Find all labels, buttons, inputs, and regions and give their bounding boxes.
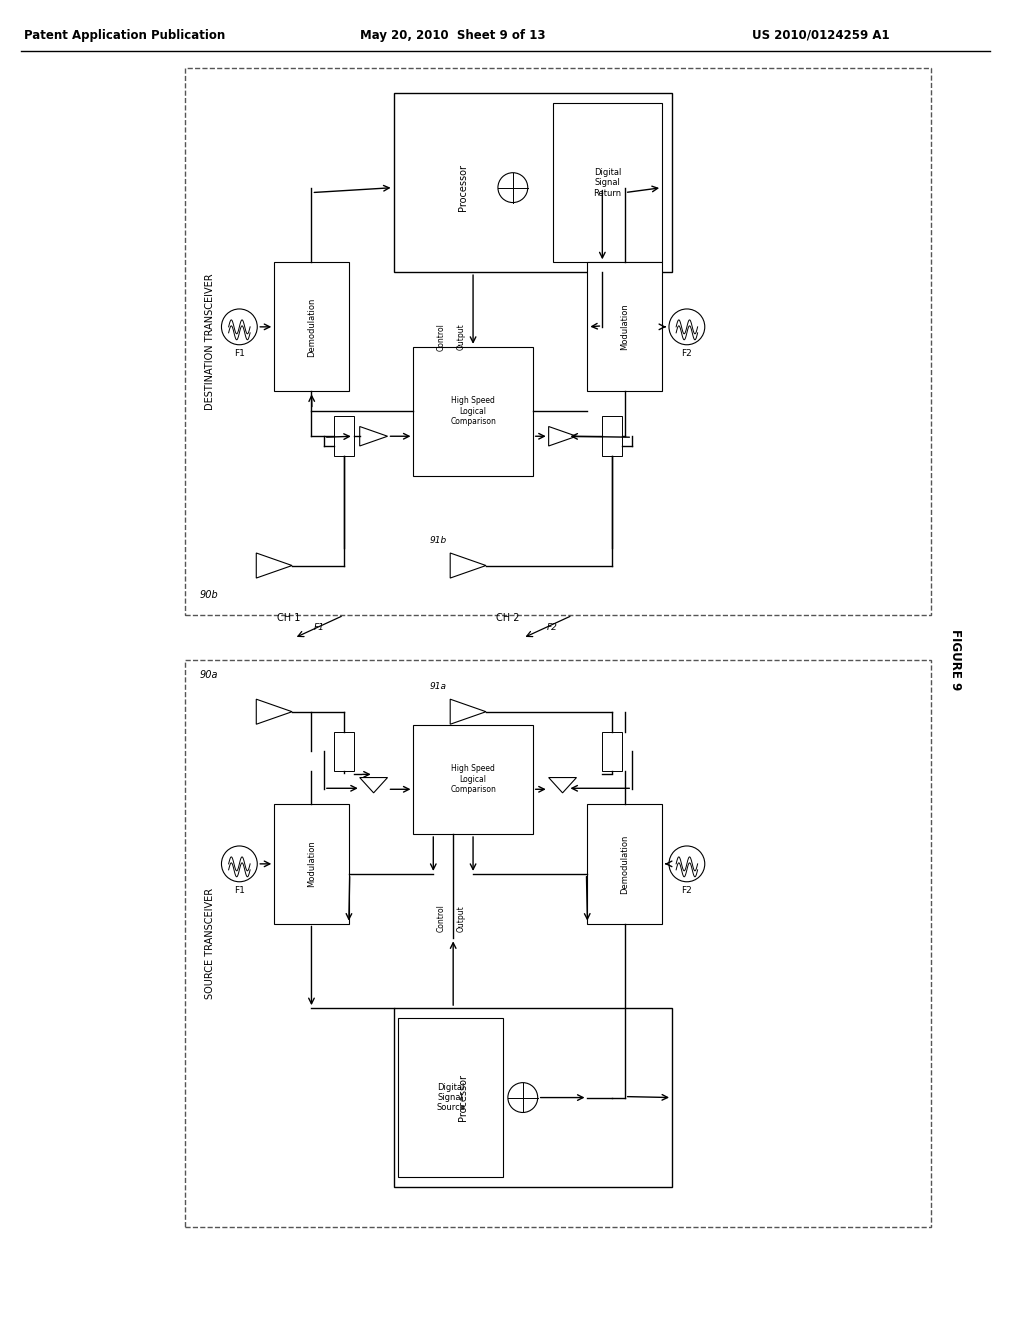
FancyBboxPatch shape <box>414 725 532 834</box>
Text: High Speed
Logical
Comparison: High Speed Logical Comparison <box>451 396 496 426</box>
FancyBboxPatch shape <box>274 804 349 924</box>
Text: US 2010/0124259 A1: US 2010/0124259 A1 <box>753 29 890 41</box>
Text: FIGURE 9: FIGURE 9 <box>949 630 962 690</box>
FancyBboxPatch shape <box>588 804 662 924</box>
Text: May 20, 2010  Sheet 9 of 13: May 20, 2010 Sheet 9 of 13 <box>360 29 546 41</box>
FancyBboxPatch shape <box>393 94 672 272</box>
Text: Output: Output <box>457 906 466 932</box>
Text: F1: F1 <box>233 350 245 358</box>
FancyBboxPatch shape <box>414 347 532 477</box>
Text: Output: Output <box>457 323 466 350</box>
Text: CH 1: CH 1 <box>278 614 301 623</box>
Text: Processor: Processor <box>458 164 468 211</box>
Text: 91a: 91a <box>430 682 446 692</box>
Text: Patent Application Publication: Patent Application Publication <box>25 29 225 41</box>
Text: Digital
Signal
Return: Digital Signal Return <box>593 168 622 198</box>
Text: SOURCE TRANSCEIVER: SOURCE TRANSCEIVER <box>205 888 215 999</box>
Text: 90a: 90a <box>200 669 218 680</box>
Text: F2: F2 <box>682 350 692 358</box>
FancyBboxPatch shape <box>602 416 623 457</box>
FancyBboxPatch shape <box>393 1008 672 1187</box>
Text: Modulation: Modulation <box>621 304 629 350</box>
Bar <box>184 69 931 615</box>
Text: F1: F1 <box>313 623 325 632</box>
Text: Processor: Processor <box>458 1074 468 1121</box>
Text: Demodulation: Demodulation <box>621 834 629 894</box>
FancyBboxPatch shape <box>274 263 349 392</box>
Text: Control: Control <box>437 323 445 351</box>
Text: High Speed
Logical
Comparison: High Speed Logical Comparison <box>451 764 496 795</box>
Text: Digital
Signal
Source: Digital Signal Source <box>436 1082 465 1113</box>
Text: 90b: 90b <box>200 590 218 601</box>
FancyBboxPatch shape <box>553 103 662 263</box>
FancyBboxPatch shape <box>602 731 623 771</box>
Text: Modulation: Modulation <box>307 841 316 887</box>
Text: F2: F2 <box>682 886 692 895</box>
Text: F2: F2 <box>547 623 558 632</box>
Text: Demodulation: Demodulation <box>307 297 316 356</box>
Text: Control: Control <box>437 904 445 932</box>
FancyBboxPatch shape <box>398 1018 503 1177</box>
FancyBboxPatch shape <box>334 416 353 457</box>
Text: CH 2: CH 2 <box>496 614 519 623</box>
Bar <box>184 660 931 1226</box>
FancyBboxPatch shape <box>588 263 662 392</box>
FancyBboxPatch shape <box>334 731 353 771</box>
Text: F1: F1 <box>233 886 245 895</box>
Text: 91b: 91b <box>430 536 446 545</box>
Text: DESTINATION TRANSCEIVER: DESTINATION TRANSCEIVER <box>205 273 215 411</box>
